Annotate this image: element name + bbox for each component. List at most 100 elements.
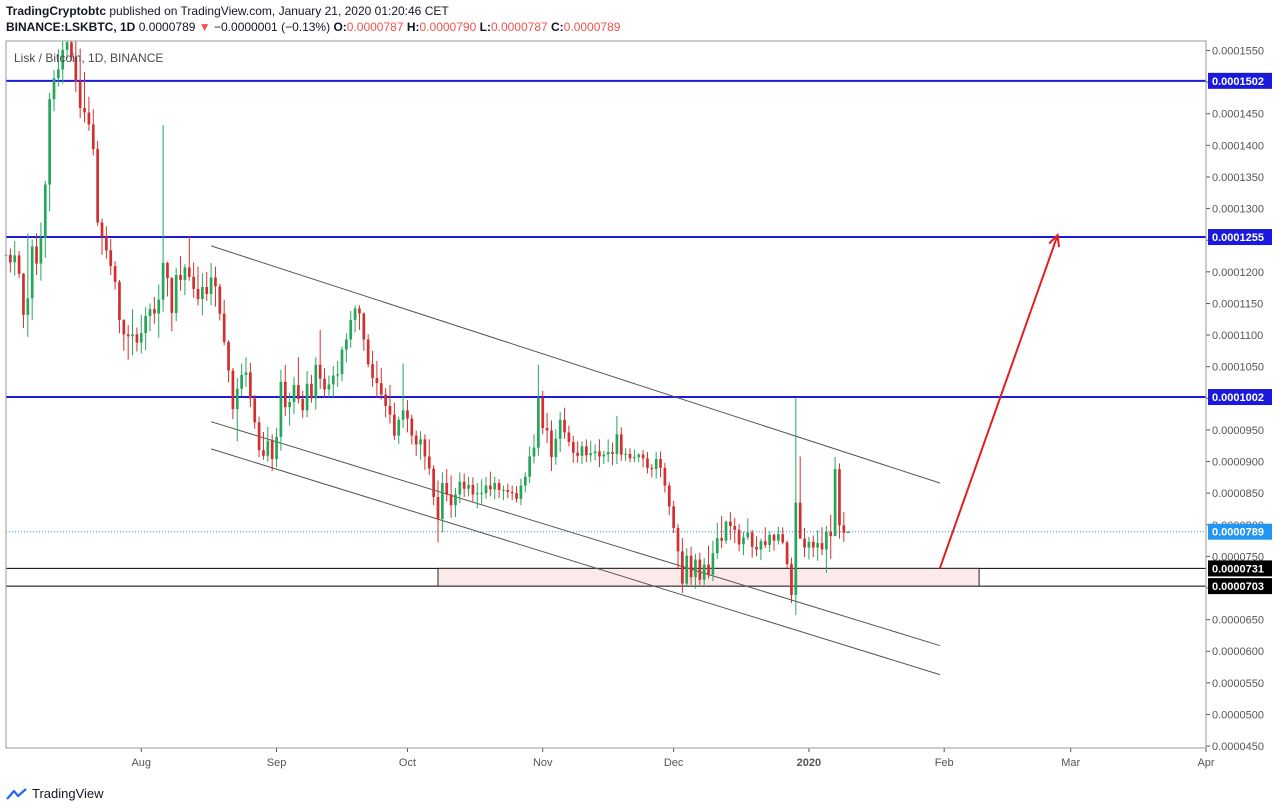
candle-body	[366, 339, 370, 365]
candle	[554, 429, 558, 465]
high-label: H:	[406, 20, 420, 34]
y-tick-label: 0.0001550	[1212, 45, 1264, 57]
plot-area[interactable]	[6, 41, 1206, 748]
candle	[118, 280, 121, 334]
candle	[153, 297, 156, 324]
ohlc-bar: BINANCE:LSKBTC, 1D 0.0000789 ▼ −0.000000…	[6, 20, 620, 34]
candle-body	[475, 493, 479, 495]
candle-body	[78, 81, 82, 109]
candle	[510, 485, 514, 501]
candle-body	[737, 529, 741, 545]
channel-lines-layer	[210, 245, 940, 676]
candle-body	[266, 440, 270, 456]
channel-line-0[interactable]	[210, 245, 940, 484]
candle	[484, 476, 488, 499]
candle	[96, 140, 99, 226]
candle	[637, 453, 641, 463]
candle	[593, 444, 597, 461]
candle	[506, 483, 510, 499]
candle-body	[13, 255, 17, 263]
candle	[790, 557, 793, 604]
zone-low-price-label-text: 0.0000703	[1212, 581, 1264, 593]
candle	[624, 448, 627, 461]
candle	[170, 276, 174, 332]
channel-line-1[interactable]	[210, 421, 940, 647]
candle	[497, 479, 501, 499]
y-tick-label: 0.0001450	[1212, 109, 1264, 121]
y-tick-label: 0.0000600	[1212, 646, 1264, 658]
candle-body	[694, 559, 697, 578]
candle	[174, 268, 178, 322]
candle-body	[153, 309, 156, 314]
candle-body	[96, 149, 99, 223]
candle	[768, 531, 771, 552]
candle	[362, 312, 366, 351]
candle	[340, 346, 344, 382]
candle-body	[624, 453, 627, 455]
candle-body	[598, 451, 601, 457]
candle	[667, 482, 671, 516]
candle	[436, 480, 440, 543]
level-price-label: 0.0001002	[1208, 389, 1272, 406]
author-name[interactable]: TradingCryptobtc	[6, 4, 107, 18]
candle-body	[419, 439, 422, 445]
candle-body	[454, 494, 457, 506]
candle-body	[768, 534, 771, 546]
candle-body	[790, 563, 793, 595]
y-tick-label: 0.0000450	[1212, 741, 1264, 753]
candle-body	[209, 277, 213, 294]
candle	[798, 456, 802, 539]
chart-title: Lisk / Bitcoin, 1D, BINANCE	[14, 51, 163, 65]
candle	[227, 340, 230, 383]
candle-body	[611, 452, 614, 454]
candle-body	[314, 364, 318, 399]
candle	[846, 531, 850, 533]
y-tick-label: 0.0000550	[1212, 678, 1264, 690]
candle	[781, 527, 785, 545]
candle	[646, 452, 649, 474]
candle	[419, 431, 422, 460]
candle	[811, 535, 815, 558]
tradingview-brand[interactable]: TradingView	[6, 786, 104, 801]
level-price-label: 0.0001502	[1208, 72, 1272, 89]
candle-body	[833, 469, 837, 537]
candle-body	[279, 381, 283, 437]
current-price-label-text: 0.0000789	[1212, 527, 1264, 539]
candle	[196, 266, 200, 306]
candle-body	[798, 502, 802, 539]
candle-body	[724, 521, 728, 541]
footer: TradingView	[0, 780, 1280, 810]
candle-body	[26, 298, 30, 315]
channel-line-2[interactable]	[210, 448, 940, 676]
candle	[126, 324, 130, 360]
candle-body	[681, 551, 684, 584]
candle	[462, 473, 466, 497]
current-price-label-box	[1208, 523, 1272, 540]
close-value: 0.0000789	[563, 20, 621, 34]
candle-body	[794, 502, 798, 595]
candle	[641, 450, 645, 468]
candle-body	[654, 459, 658, 470]
candle-body	[489, 485, 492, 490]
candle	[336, 360, 339, 387]
candle	[585, 439, 588, 463]
candle-body	[567, 432, 571, 442]
y-tick-label: 0.0000650	[1212, 615, 1264, 627]
candle	[619, 427, 623, 461]
candle-body	[262, 450, 265, 456]
candle	[558, 412, 562, 453]
candle-body	[297, 385, 300, 399]
candle	[187, 235, 191, 281]
candle	[201, 273, 204, 316]
candle	[611, 442, 614, 466]
candle-body	[135, 334, 139, 343]
candle-body	[393, 414, 396, 436]
candle-body	[558, 419, 562, 439]
candle	[537, 364, 540, 456]
candlestick-chart[interactable]: 0.00015500.00015000.00014500.00014000.00…	[0, 0, 1280, 780]
projection-arrow-shaft[interactable]	[938, 234, 1059, 569]
candle	[772, 533, 776, 551]
candle	[445, 469, 449, 502]
candle-body	[9, 254, 12, 263]
candle	[87, 96, 91, 131]
